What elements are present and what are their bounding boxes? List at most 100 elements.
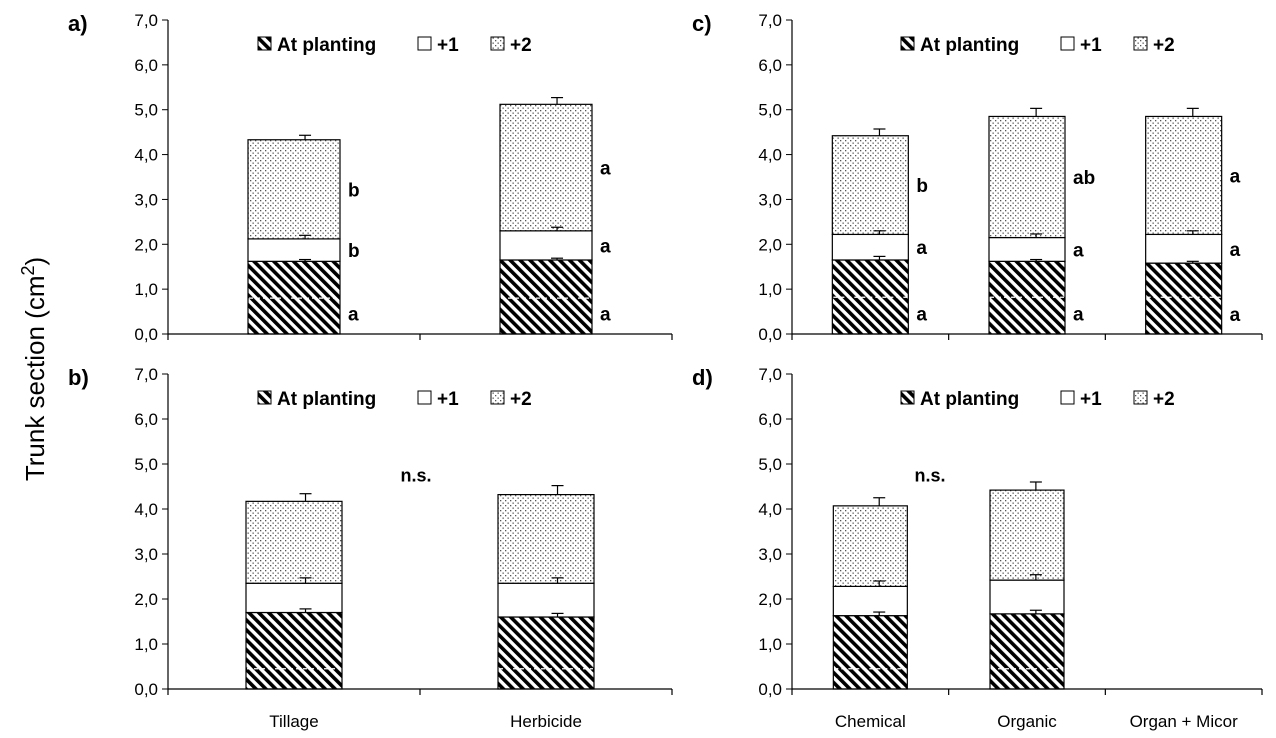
ns-annotation: n.s. [400,465,431,485]
y-tick-label: 2,0 [134,590,158,609]
y-tick-label: 2,0 [758,590,782,609]
legend-swatch [417,390,432,405]
bar-1 [247,238,341,262]
bar-1 [499,230,593,261]
significance-letter: a [348,305,359,326]
legend-entry: +1 [437,389,459,410]
y-tick-label: 3,0 [134,190,158,209]
legend: At planting +1 +2 [900,389,1175,410]
significance-letter: b [348,241,360,262]
x-tick-label: Organic [997,712,1057,731]
legend-entry: +2 [1153,389,1175,410]
y-tick-label: 3,0 [758,545,782,564]
legend-swatch [257,390,272,405]
significance-letter: b [348,180,360,201]
legend-entry: +2 [510,389,532,410]
bar-at-planting [499,259,593,335]
bar-1 [245,582,343,614]
legend-entry: At planting [277,35,376,56]
significance-letter: a [1073,305,1084,326]
legend-entry: +2 [1153,35,1175,56]
bar-1 [832,585,908,617]
significance-letter: a [1230,305,1241,326]
y-tick-label: 2,0 [134,235,158,254]
y-tick-label: 1,0 [134,280,158,299]
x-tick-label: Chemical [835,712,906,731]
x-tick-label: Organ + Micor [1130,712,1239,731]
legend-entry: +1 [1080,389,1102,410]
legend-swatch [1060,390,1075,405]
significance-letter: a [600,236,611,257]
legend-swatch [900,36,915,51]
y-tick-label: 7,0 [758,365,782,384]
legend-swatch [1060,36,1075,51]
significance-letter: a [1230,240,1241,261]
legend-swatch [490,36,505,51]
y-tick-label: 4,0 [134,146,158,165]
y-tick-label: 1,0 [758,635,782,654]
significance-letter: a [1073,240,1084,261]
panel-label: d) [692,365,713,390]
bar-2 [497,494,595,584]
y-tick-label: 2,0 [758,235,782,254]
bar-1 [989,579,1065,615]
legend: At planting +1 +2 [900,35,1175,56]
bar-1 [1145,233,1223,264]
significance-letter: a [1230,166,1241,187]
x-tick-label: Herbicide [510,712,582,731]
bar-2 [989,489,1065,581]
y-tick-label: 1,0 [758,280,782,299]
legend-entry: At planting [920,389,1019,410]
panel-label: b) [68,365,89,390]
y-tick-label: 7,0 [758,11,782,30]
bar-2 [1145,115,1223,236]
y-tick-label: 5,0 [758,455,782,474]
chart-panel-d: d) 0,0 1,0 2,0 3,0 4,0 5,0 6,0 7,0 Chemical Organi… [692,365,1263,731]
legend-swatch [490,390,505,405]
legend-swatch [257,36,272,51]
y-tick-label: 6,0 [134,56,158,75]
y-tick-label: 6,0 [758,56,782,75]
bar-1 [988,236,1066,262]
legend-entry: +1 [1080,35,1102,56]
significance-letter: ab [1073,168,1095,189]
y-tick-label: 0,0 [134,325,158,344]
y-tick-label: 6,0 [134,410,158,429]
y-tick-label: 4,0 [758,500,782,519]
panel-label: a) [68,11,88,36]
x-tick-label: Tillage [269,712,318,731]
legend-entry: +1 [437,35,459,56]
legend: At planting +1 +2 [257,35,532,56]
bar-2 [831,135,909,236]
chart-panel-b: b) 0,0 1,0 2,0 3,0 4,0 5,0 6,0 7,0 Tillage Herbici… [68,365,673,731]
y-tick-label: 4,0 [134,500,158,519]
y-tick-label: 7,0 [134,365,158,384]
bar-2 [499,103,593,232]
y-tick-label: 5,0 [758,101,782,120]
legend-entry: At planting [920,35,1019,56]
bar-at-planting [497,616,595,690]
legend-swatch [1133,390,1148,405]
legend-swatch [900,390,915,405]
y-tick-label: 7,0 [134,11,158,30]
y-tick-label: 6,0 [758,410,782,429]
legend: At planting +1 +2 [257,389,532,410]
significance-letter: a [916,238,927,259]
y-tick-label: 0,0 [134,680,158,699]
bar-1 [497,582,595,618]
y-tick-label: 5,0 [134,101,158,120]
ns-annotation: n.s. [914,465,945,485]
panel-label: c) [692,11,712,36]
y-tick-label: 1,0 [134,635,158,654]
bar-1 [831,233,909,261]
significance-letter: b [916,176,928,197]
bar-2 [832,505,908,588]
significance-letter: a [600,304,611,325]
y-axis-title: Trunk section (cm2) [18,257,50,481]
significance-letter: a [600,159,611,180]
bar-at-planting [245,611,343,690]
significance-letter: a [916,304,927,325]
legend-swatch [417,36,432,51]
